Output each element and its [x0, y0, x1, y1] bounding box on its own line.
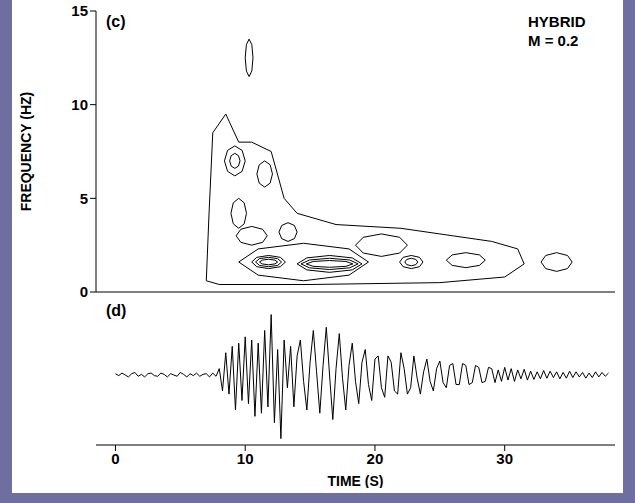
svg-text:30: 30	[496, 450, 513, 467]
svg-text:0: 0	[80, 283, 88, 300]
html-text:(c): (c)	[106, 13, 126, 30]
html-text:M = 0.2: M = 0.2	[528, 32, 579, 49]
html-text:HYBRID: HYBRID	[528, 13, 586, 30]
svg-text:5: 5	[80, 190, 88, 207]
svg-text:15: 15	[71, 2, 88, 19]
svg-text:10: 10	[237, 450, 254, 467]
svg-text:10: 10	[71, 96, 88, 113]
svg-text:0: 0	[111, 450, 119, 467]
svg-text:FREQUENCY (HZ): FREQUENCY (HZ)	[18, 92, 34, 212]
svg-text:TIME (S): TIME (S)	[328, 473, 384, 488]
svg-text:20: 20	[367, 450, 384, 467]
html-text:(d): (d)	[106, 302, 127, 319]
